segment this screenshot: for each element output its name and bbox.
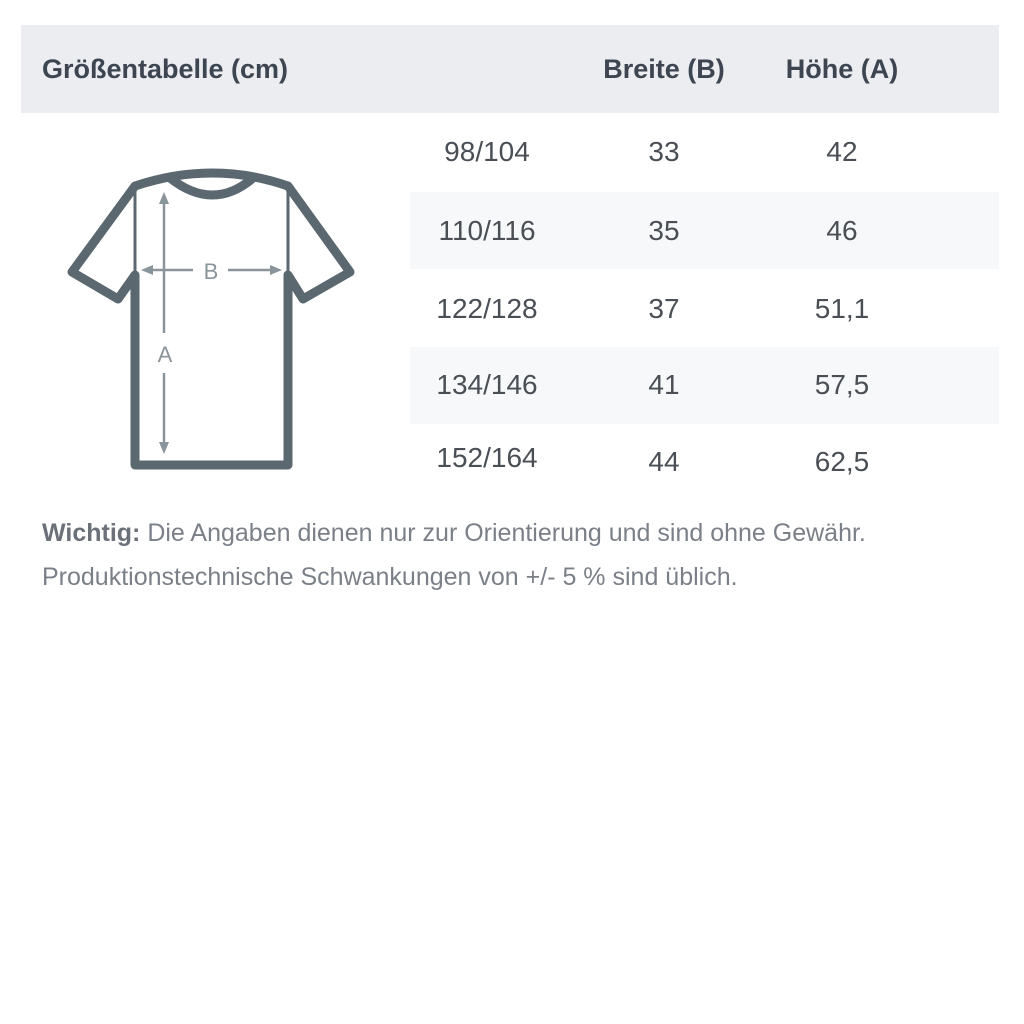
width-cell: 33 [648,136,680,167]
tshirt-collar [165,173,258,200]
column-header-height: Höhe (A) [785,54,899,84]
row-stripe [410,192,999,269]
height-cell: 42 [826,136,858,167]
page-title: Größentabelle (cm) [42,54,289,84]
height-cell: 57,5 [814,369,870,400]
size-cell: 134/146 [436,369,538,400]
height-cell: 51,1 [814,293,870,324]
note-line-1: Wichtig: Die Angaben dienen nur zur Orie… [42,518,866,548]
width-cell: 37 [648,293,680,324]
width-cell: 35 [648,215,680,246]
table-header [21,25,999,113]
column-header-width: Breite (B) [603,54,725,84]
tshirt-outline [67,168,355,470]
label-b: B [204,259,219,284]
size-cell: 98/104 [444,136,530,167]
note-label: Wichtig: [42,519,141,547]
width-cell: 41 [648,369,680,400]
width-cell: 44 [648,446,680,477]
size-cell: 110/116 [438,215,536,246]
height-cell: 62,5 [814,446,870,477]
note-text: Die Angaben dienen nur zur Orientierung … [147,519,866,547]
size-cell: 122/128 [436,293,538,324]
tshirt-diagram-icon: B A [67,168,355,470]
height-cell: 46 [826,215,858,246]
label-a: A [158,342,173,367]
note-line-2: Produktionstechnische Schwankungen von +… [42,563,738,591]
row-stripe [410,347,999,424]
size-cell: 152/164 [436,442,538,473]
